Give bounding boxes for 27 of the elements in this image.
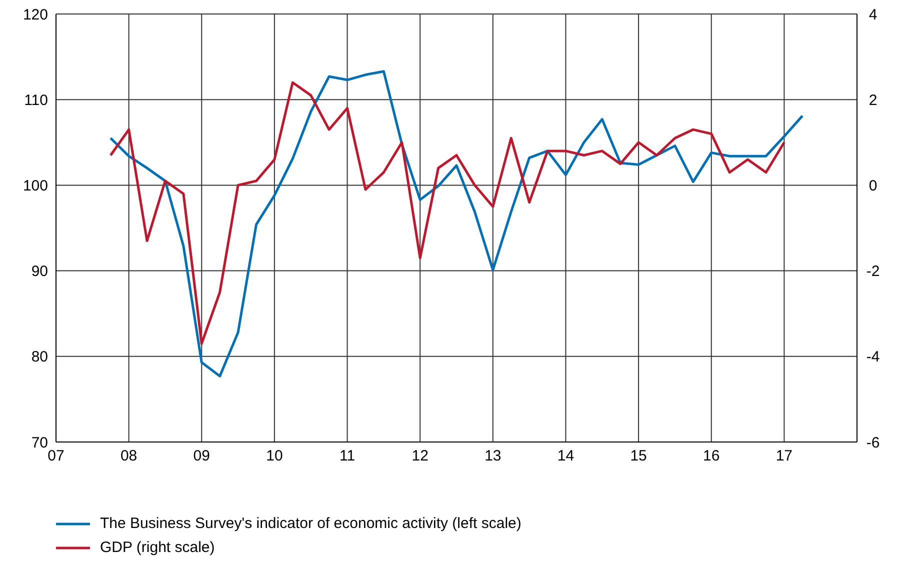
x-tick-label: 17 [776, 448, 793, 465]
y2-tick-label: 4 [868, 6, 878, 24]
x-tick-label: 16 [703, 448, 720, 465]
y2-tick-label: -6 [866, 434, 880, 452]
x-tick-label: 08 [120, 448, 138, 465]
legend-label: GDP (right scale) [100, 538, 215, 558]
y-tick-label: 100 [22, 178, 48, 195]
x-tick-label: 13 [484, 448, 502, 465]
y-tick-label: 90 [31, 263, 48, 280]
y-tick-label: 110 [24, 92, 48, 109]
x-tick-label: 12 [412, 448, 428, 465]
x-tick-label: 07 [48, 448, 64, 465]
x-tick-label: 14 [557, 448, 574, 465]
x-tick-label: 10 [266, 448, 283, 465]
y2-tick-label: 0 [868, 178, 878, 195]
y-tick-label: 120 [22, 6, 48, 24]
y2-tick-label: -2 [866, 263, 880, 280]
legend-label: The Business Survey's indicator of economic activity (left scale) [100, 514, 522, 534]
x-tick-label: 15 [630, 448, 647, 465]
y2-tick-label: -4 [866, 348, 880, 366]
line-series [109, 70, 804, 378]
x-tick-label: 11 [339, 448, 356, 465]
y2-tick-label: 2 [868, 92, 878, 109]
x-tick-label: 09 [193, 448, 210, 465]
y-tick-label: 80 [31, 348, 48, 366]
y-tick-label: 70 [31, 434, 48, 452]
line-series [109, 81, 786, 345]
